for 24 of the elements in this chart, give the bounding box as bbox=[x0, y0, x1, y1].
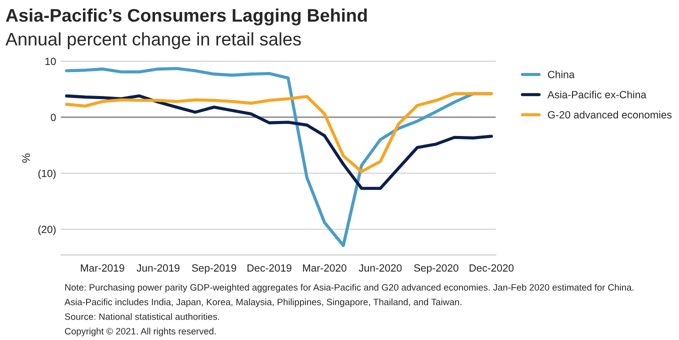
y-axis-title: % bbox=[22, 154, 30, 163]
legend-label: G-20 advanced economies bbox=[548, 110, 672, 118]
x-tick-label: Jun-2020 bbox=[358, 264, 402, 272]
x-tick-label: Mar-2019 bbox=[80, 264, 124, 272]
x-tick-label: Mar-2020 bbox=[303, 264, 346, 272]
line-series bbox=[65, 92, 493, 174]
text: Note: Purchasing power parity GDP-weighted aggregates for Asia-Pacific and G20 advanced economies. Jan-Feb 2020 estimated for China. bbox=[65, 284, 634, 292]
x-tick-label: Jun-2019 bbox=[136, 264, 180, 272]
chart-subtitle: Annual percent change in retail sales bbox=[5, 32, 301, 50]
x-tick-label: Sep-2020 bbox=[414, 264, 458, 274]
x-tick-label: Dec-2020 bbox=[470, 264, 514, 272]
legend-label: Asia-Pacific ex-China bbox=[547, 90, 646, 98]
x-tick-label: Sep-2019 bbox=[192, 264, 236, 274]
y-tick-label: 10 bbox=[45, 58, 56, 66]
chart-title: Asia-Pacific’s Consumers Lagging Behind bbox=[6, 8, 367, 26]
legend-label: China bbox=[548, 70, 575, 78]
text: Asia-Pacific includes India, Japan, Korea, Malaysia, Philippines, Singapore, Thailand, and Taiwan. bbox=[64, 298, 462, 308]
x-tick-label: Dec-2019 bbox=[248, 264, 292, 272]
source-note: Source: National statistical authorities. bbox=[64, 313, 220, 320]
text: Copyright © 2021. All rights reserved. bbox=[64, 328, 216, 336]
y-tick-label: 0 bbox=[50, 114, 56, 122]
line-series bbox=[65, 94, 493, 190]
y-tick-label: (20) bbox=[38, 225, 56, 236]
y-tick-label: (10) bbox=[38, 169, 56, 180]
